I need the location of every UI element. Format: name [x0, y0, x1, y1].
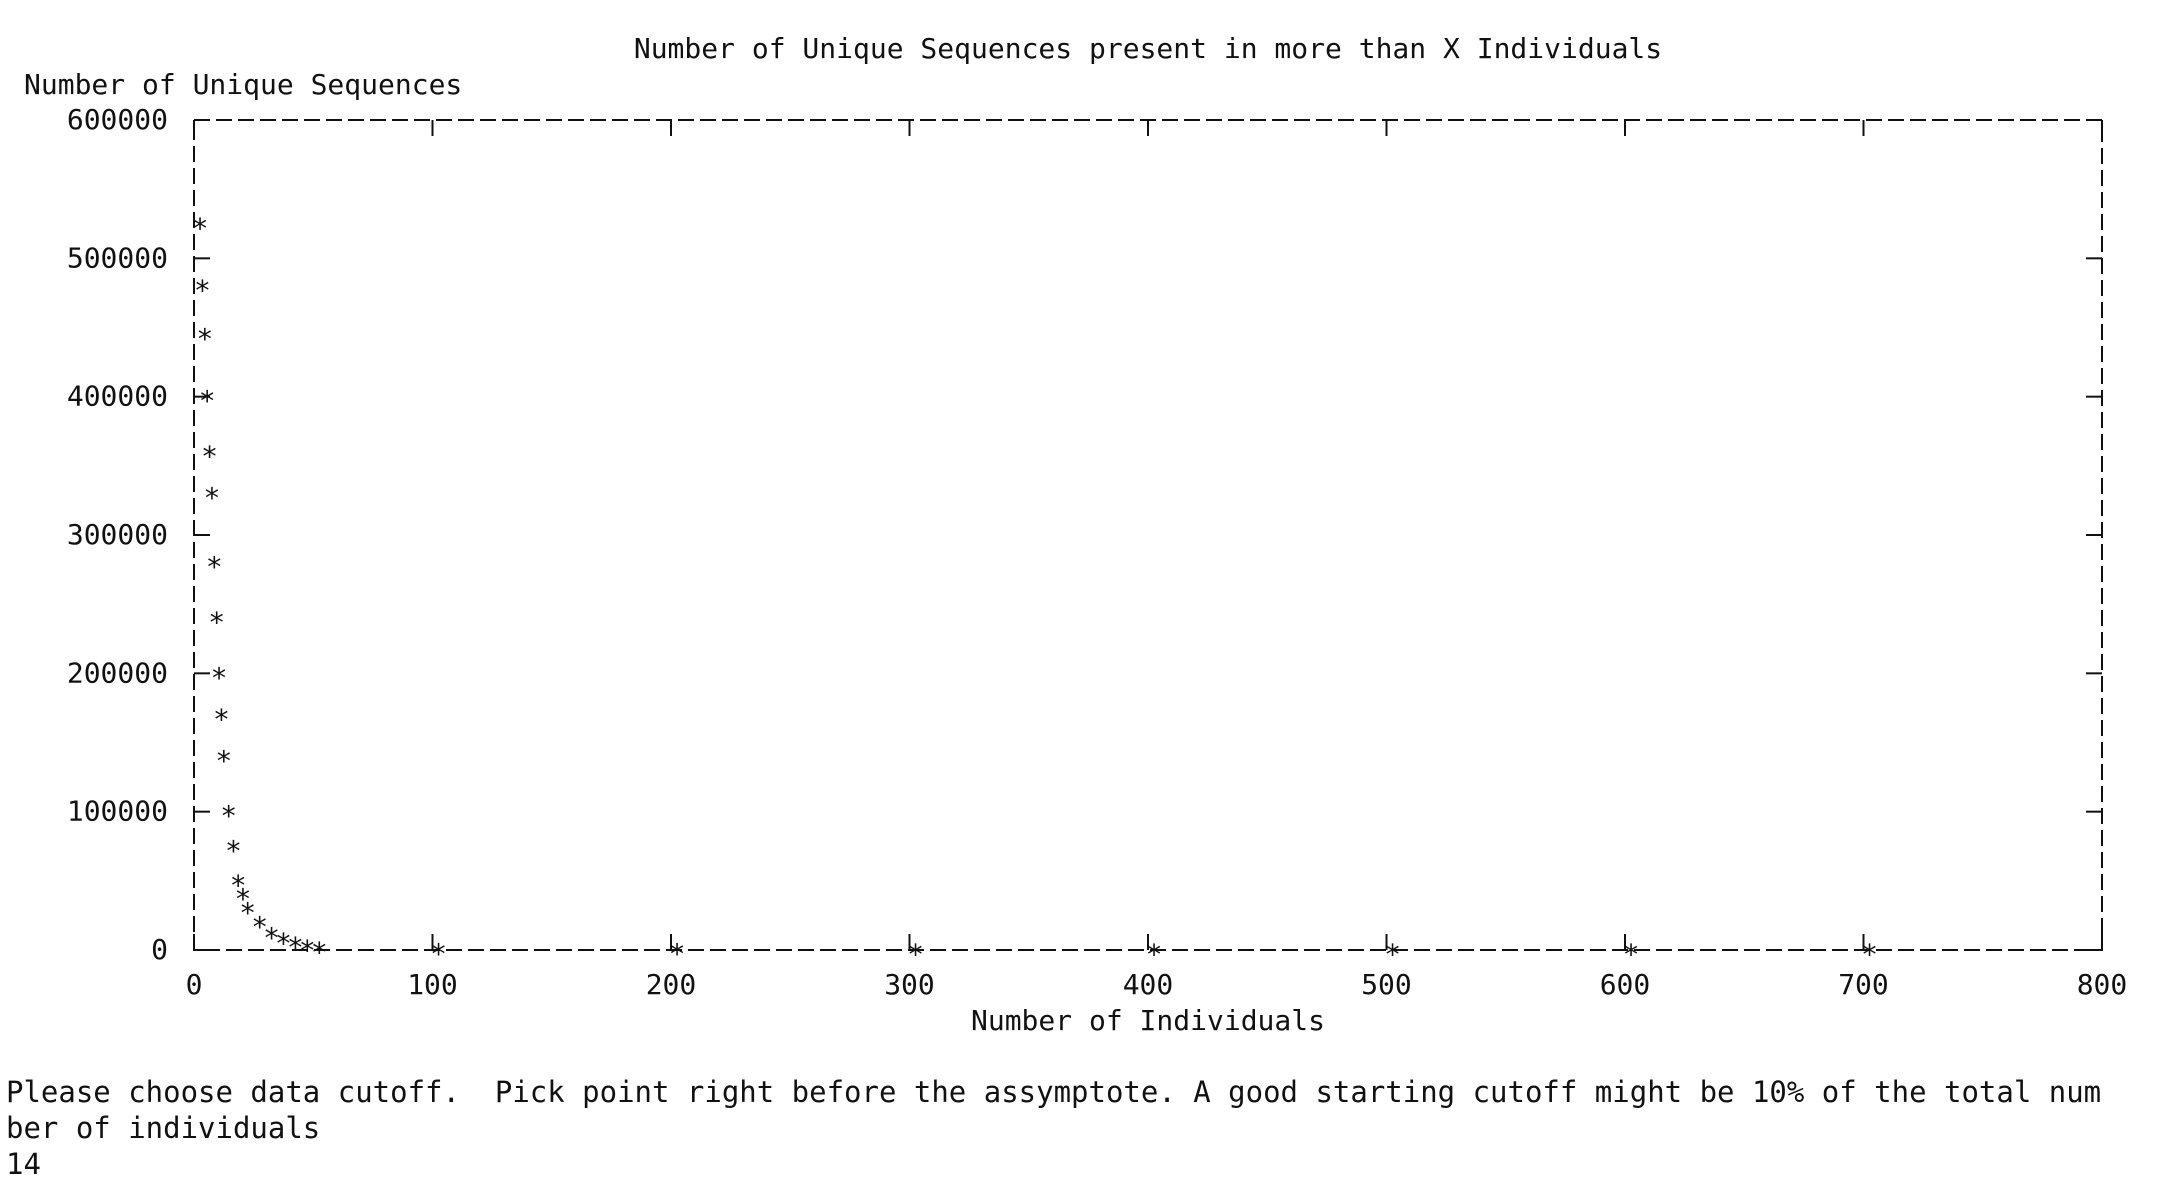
data-point: * [299, 934, 316, 967]
data-point: * [1146, 938, 1163, 971]
plot-frame [193, 119, 2103, 951]
data-point: * [235, 883, 252, 916]
x-tick-label: 700 [1838, 968, 1889, 1001]
x-axis-ticks: 0 100 200 300 400 500 600 700 800 [186, 120, 2128, 1001]
data-point: * [311, 936, 328, 969]
y-tick-label: 500000 [67, 241, 168, 274]
terminal-input-value[interactable]: 14 [6, 1147, 41, 1181]
data-point: * [208, 606, 225, 639]
data-point: * [239, 897, 256, 930]
data-point: * [287, 931, 304, 964]
x-axis-title: Number of Individuals [971, 1004, 1325, 1037]
y-tick-label: 400000 [67, 380, 168, 413]
x-tick-label: 300 [884, 968, 935, 1001]
x-tick-label: 800 [2077, 968, 2128, 1001]
data-point: * [220, 800, 237, 833]
terminal-prompt-line-2: ber of individuals [6, 1111, 321, 1145]
data-point: * [225, 834, 242, 867]
y-tick-label: 100000 [67, 795, 168, 828]
y-tick-label: 300000 [67, 518, 168, 551]
y-tick-label: 600000 [67, 103, 168, 136]
chart-title: Number of Unique Sequences present in mo… [634, 32, 1662, 65]
data-point: * [206, 551, 223, 584]
data-point: * [669, 938, 686, 971]
x-tick-label: 200 [646, 968, 697, 1001]
data-point: * [1861, 938, 1878, 971]
data-point: * [213, 703, 230, 736]
data-point: * [196, 322, 213, 355]
y-axis-ticks: 0 100000 200000 300000 400000 500000 600000 [67, 103, 2102, 966]
y-tick-label: 0 [151, 933, 168, 966]
x-tick-label: 500 [1361, 968, 1412, 1001]
data-point: * [201, 440, 218, 473]
data-point: * [211, 661, 228, 694]
x-tick-label: 600 [1600, 968, 1651, 1001]
y-axis-title: Number of Unique Sequences [24, 68, 462, 101]
data-point: * [251, 910, 268, 943]
data-point: * [215, 744, 232, 777]
x-tick-label: 100 [407, 968, 458, 1001]
x-tick-label: 0 [186, 968, 203, 1001]
x-tick-label: 400 [1123, 968, 1174, 1001]
data-point: * [192, 212, 209, 245]
data-point: * [907, 938, 924, 971]
data-point: * [275, 927, 292, 960]
data-point: * [230, 869, 247, 902]
data-point: * [263, 921, 280, 954]
data-point: * [194, 274, 211, 307]
data-point: * [1384, 938, 1401, 971]
terminal-prompt-line-1: Please choose data cutoff. Pick point ri… [6, 1075, 2102, 1109]
data-point: * [199, 385, 216, 418]
data-point: * [1623, 938, 1640, 971]
data-points: ********************** * * * * * * * [192, 212, 1878, 971]
data-point: * [430, 937, 447, 970]
plot-border [193, 119, 2103, 951]
data-point: * [203, 482, 220, 515]
y-tick-label: 200000 [67, 656, 168, 689]
